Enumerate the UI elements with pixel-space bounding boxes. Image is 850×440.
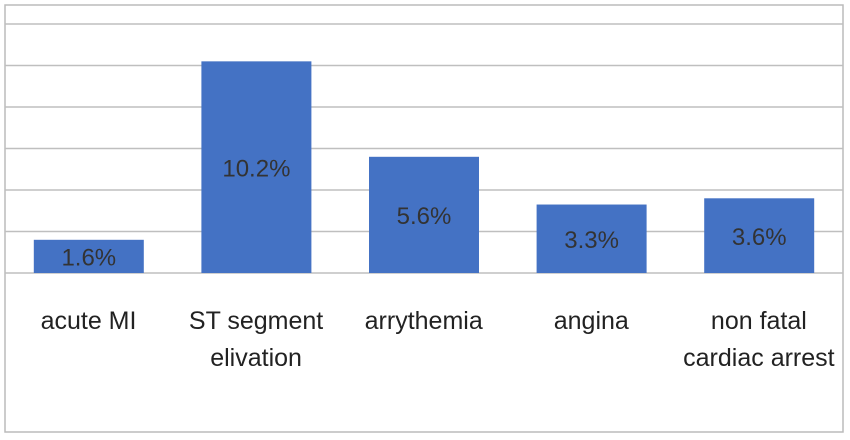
value-label: 5.6%	[397, 203, 452, 230]
bar	[201, 61, 312, 273]
x-tick-label: non fatal cardiac arrest	[683, 307, 835, 372]
value-label: 10.2%	[222, 156, 290, 183]
bar	[704, 198, 815, 273]
bar	[33, 239, 144, 273]
x-tick-label: angina	[553, 307, 629, 335]
x-tick-label: arrythemia	[364, 307, 483, 335]
value-label: 3.6%	[732, 224, 787, 251]
x-tick-label: ST segment elivation	[188, 307, 324, 372]
value-label: 1.6%	[61, 245, 116, 272]
bar	[536, 204, 647, 273]
value-label: 3.3%	[564, 227, 619, 254]
bar	[369, 156, 479, 273]
x-tick-label: acute MI	[40, 307, 137, 335]
